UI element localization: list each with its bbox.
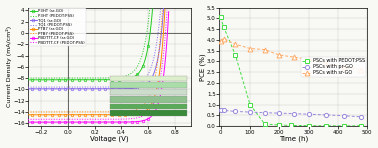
X-axis label: Voltage (V): Voltage (V) [90, 136, 129, 142]
PSCs with pr-GO [233, 111, 238, 112]
PSCs with PEDOT:PSS [359, 125, 364, 127]
PSCs with sr-GO [324, 63, 328, 65]
PSCs with PEDOT:PSS [341, 125, 346, 127]
PSCs with pr-GO [248, 111, 252, 113]
Legend: P3HT (sr-GO), P3HT (PEDOT:PSS), TQ1 (sr-GO), TQ1 (PEDOT:PSS), PTB7 (sr-GO), PTB7: P3HT (sr-GO), P3HT (PEDOT:PSS), TQ1 (sr-… [29, 8, 86, 46]
PSCs with pr-GO [324, 114, 328, 116]
PSCs with pr-GO [218, 109, 223, 111]
PSCs with pr-GO [277, 112, 282, 114]
PSCs with PEDOT:PSS [248, 104, 252, 105]
PSCs with pr-GO [341, 115, 346, 117]
PSCs with sr-GO [341, 66, 346, 68]
X-axis label: Time (h): Time (h) [279, 136, 308, 142]
PSCs with PEDOT:PSS [289, 125, 293, 126]
Legend: PSCs with PEDOT:PSS, PSCs with pr-GO, PSCs with sr-GO: PSCs with PEDOT:PSS, PSCs with pr-GO, PS… [301, 57, 366, 77]
PSCs with sr-GO [277, 54, 282, 56]
PSCs with sr-GO [218, 40, 223, 42]
Line: PSCs with PEDOT:PSS: PSCs with PEDOT:PSS [218, 15, 363, 128]
PSCs with sr-GO [222, 38, 226, 40]
PSCs with PEDOT:PSS [324, 125, 328, 127]
PSCs with PEDOT:PSS [222, 26, 226, 28]
PSCs with pr-GO [222, 110, 226, 111]
PSCs with PEDOT:PSS [233, 54, 238, 56]
PSCs with PEDOT:PSS [306, 125, 311, 127]
PSCs with PEDOT:PSS [262, 123, 267, 125]
PSCs with pr-GO [306, 113, 311, 115]
PSCs with PEDOT:PSS [277, 124, 282, 126]
PSCs with pr-GO [292, 113, 296, 114]
PSCs with sr-GO [306, 58, 311, 60]
PSCs with sr-GO [233, 43, 238, 45]
PSCs with sr-GO [292, 56, 296, 58]
PSCs with sr-GO [248, 48, 252, 49]
Line: PSCs with sr-GO: PSCs with sr-GO [218, 36, 364, 73]
Y-axis label: Current Density (mA/cm²): Current Density (mA/cm²) [6, 26, 12, 107]
Line: PSCs with pr-GO: PSCs with pr-GO [218, 108, 363, 119]
PSCs with sr-GO [262, 49, 267, 50]
PSCs with pr-GO [359, 116, 364, 118]
PSCs with sr-GO [359, 69, 364, 71]
Y-axis label: PCE (%): PCE (%) [199, 53, 206, 81]
PSCs with pr-GO [262, 112, 267, 114]
PSCs with PEDOT:PSS [218, 16, 223, 18]
